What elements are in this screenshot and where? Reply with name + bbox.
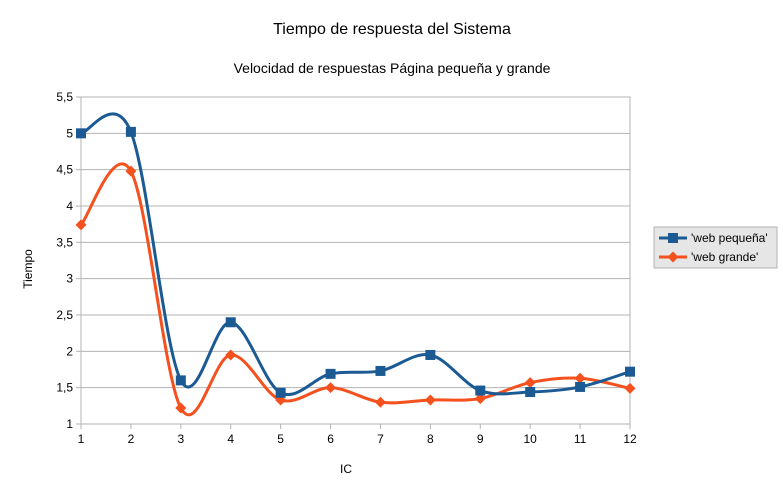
data-point: [374, 396, 386, 408]
x-tick-label: 5: [277, 432, 284, 446]
series-2: [75, 162, 636, 417]
data-point: [475, 385, 486, 396]
y-tick-label: 4: [66, 199, 73, 213]
data-point: [76, 128, 86, 139]
x-tick-label: 12: [623, 432, 637, 446]
data-point: [524, 377, 536, 389]
data-point: [275, 387, 286, 398]
x-tick-label: 7: [377, 432, 384, 446]
data-point: [425, 349, 436, 360]
y-tick-label: 5,5: [56, 90, 73, 104]
x-tick-label: 2: [128, 432, 135, 446]
chart-title: Tiempo de respuesta del Sistema: [273, 21, 511, 38]
legend-item: 'web pequeña': [659, 231, 768, 245]
data-point: [325, 368, 336, 379]
data-point: [375, 365, 386, 376]
data-point: [125, 126, 136, 137]
x-tick-label: 9: [477, 432, 484, 446]
x-tick-label: 4: [227, 432, 234, 446]
legend-label: 'web grande': [691, 250, 758, 264]
data-point: [474, 393, 486, 405]
y-axis-label: Tiempo: [21, 249, 35, 289]
series-group: [75, 112, 636, 417]
data-point: [225, 317, 236, 328]
series-line: [80, 112, 631, 396]
data-point: [575, 381, 586, 392]
data-point: [325, 382, 337, 394]
y-tick-label: 1: [66, 417, 73, 431]
y-tick-label: 5: [66, 126, 73, 140]
axes: 11,522,533,544,555,51 2 3 4 5 6 7 8 9 10 11 12: [56, 90, 637, 446]
legend: 'web pequeña' 'web grande': [653, 226, 778, 269]
x-tick-label: 6: [327, 432, 334, 446]
x-tick-label: 11: [574, 432, 587, 446]
data-point: [624, 382, 636, 394]
plot-area: [80, 96, 631, 425]
data-point: [175, 402, 187, 414]
y-tick-label: 2: [66, 344, 73, 358]
y-tick-label: 2,5: [56, 308, 73, 322]
data-point: [625, 366, 635, 377]
data-point: [125, 165, 137, 177]
data-point: [424, 394, 436, 406]
gridlines: [80, 96, 631, 425]
x-tick-label: 10: [524, 432, 538, 446]
y-tick-label: 3: [66, 272, 73, 286]
legend-swatch-marker: [667, 251, 679, 263]
x-tick-label: 8: [427, 432, 434, 446]
data-point: [525, 387, 536, 398]
x-tick-label: 3: [177, 432, 184, 446]
chart-subtitle: Velocidad de respuestas Página pequeña y…: [234, 60, 551, 76]
series-1: [76, 112, 635, 398]
legend-label: 'web pequeña': [691, 231, 768, 245]
y-tick-label: 4,5: [56, 163, 73, 177]
x-axis-label: IC: [340, 462, 352, 476]
data-point: [75, 219, 87, 231]
y-tick-label: 3,5: [56, 235, 73, 249]
legend-item: 'web grande': [659, 250, 758, 264]
x-tick-label: 1: [78, 432, 85, 446]
data-point: [225, 349, 237, 361]
y-tick-label: 1,5: [56, 381, 73, 395]
data-point: [574, 372, 586, 384]
data-point: [175, 375, 186, 386]
legend-swatch-marker: [668, 233, 678, 243]
